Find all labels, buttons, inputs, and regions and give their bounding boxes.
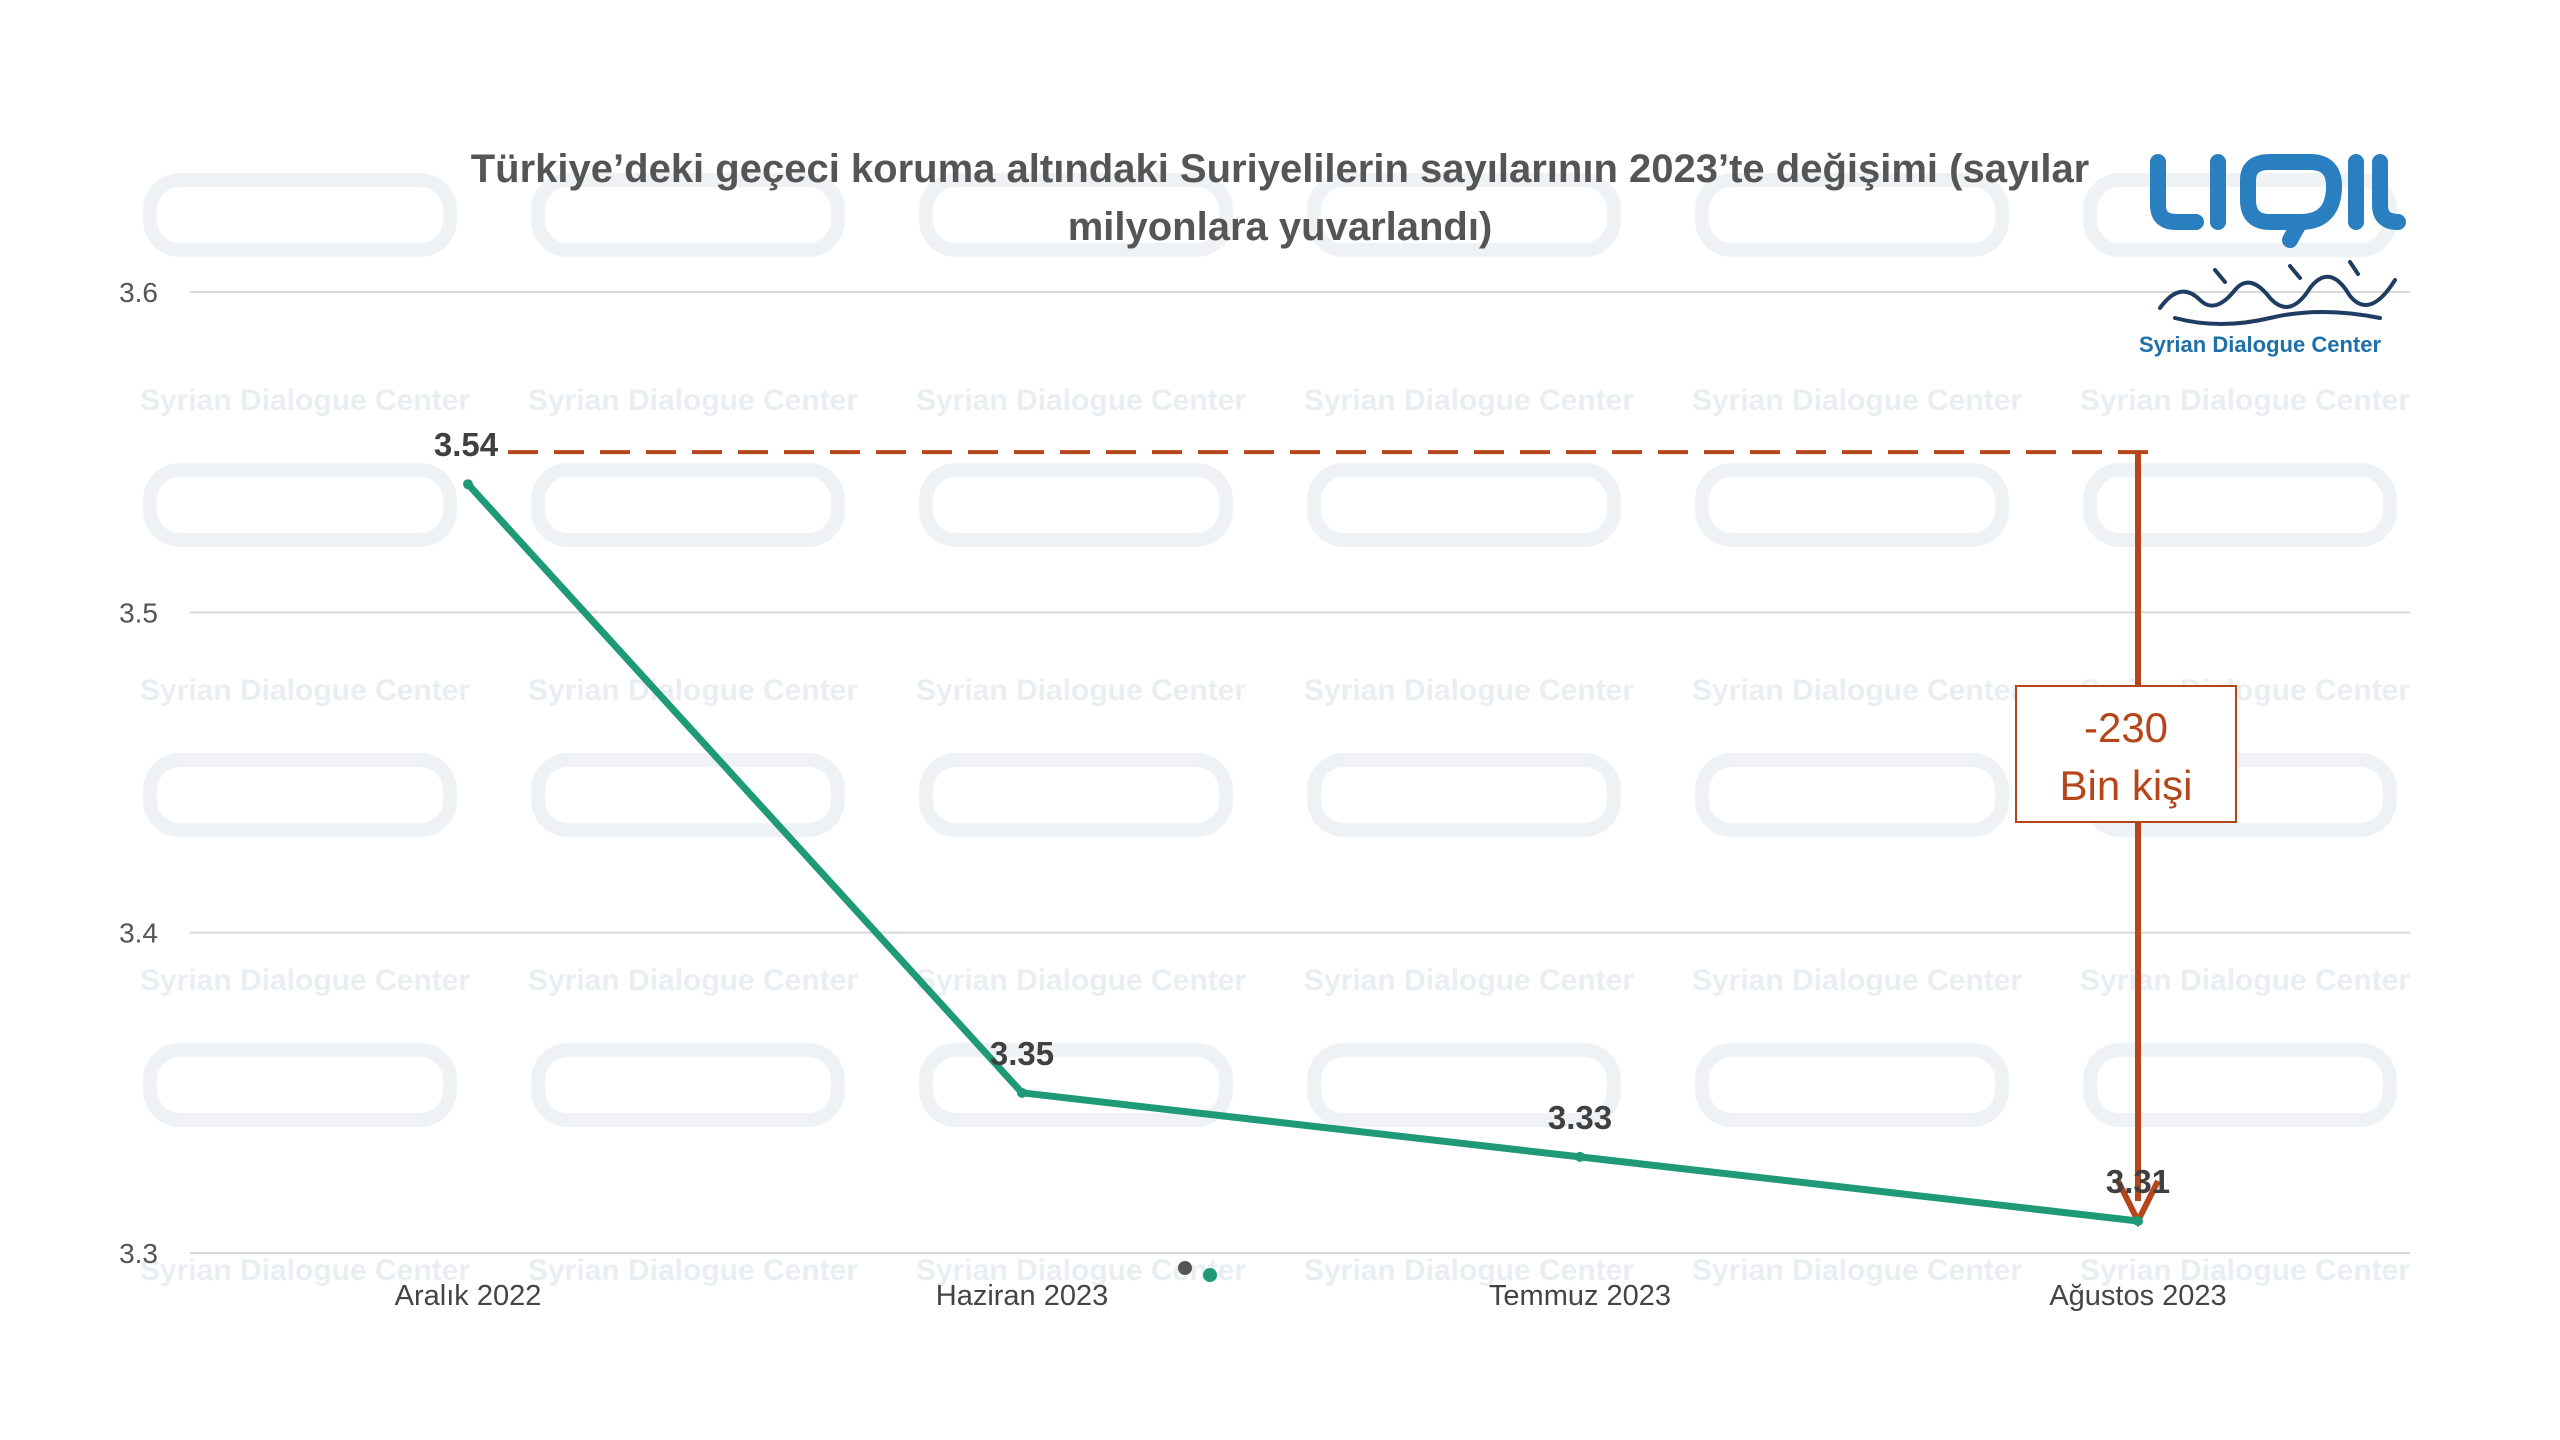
watermark-text: Syrian Dialogue Center bbox=[140, 384, 470, 417]
watermark-mark bbox=[2083, 463, 2397, 547]
watermark-text: Syrian Dialogue Center bbox=[1692, 674, 2022, 707]
watermark-mark bbox=[919, 753, 1233, 837]
watermark-text: Syrian Dialogue Center bbox=[1692, 384, 2022, 417]
watermark: Syrian Dialogue Center Syrian Dialogue Ce… bbox=[140, 173, 2410, 1287]
annotation-unit: Bin kişi bbox=[2059, 762, 2192, 809]
x-category-label: Temmuz 2023 bbox=[1489, 1280, 1671, 1312]
data-point bbox=[1017, 1087, 1027, 1098]
watermark-text: Syrian Dialogue Center bbox=[1304, 1254, 1634, 1287]
decorative-dot bbox=[1203, 1268, 1217, 1282]
series-line-path bbox=[464, 480, 2142, 1225]
logo-arabic-calligraphy-icon bbox=[2158, 260, 2397, 326]
watermark-mark bbox=[143, 1043, 457, 1127]
watermark-text: Syrian Dialogue Center bbox=[1692, 1254, 2022, 1287]
watermark-mark bbox=[919, 1043, 1233, 1127]
watermark-mark bbox=[1307, 753, 1621, 837]
gridlines bbox=[190, 291, 2410, 1254]
y-tick-label: 3.4 bbox=[119, 918, 158, 949]
watermark-mark bbox=[2083, 1043, 2397, 1127]
watermark-mark bbox=[1695, 173, 2009, 257]
data-label: 3.33 bbox=[1548, 1099, 1612, 1136]
watermark-text: Syrian Dialogue Center bbox=[528, 384, 858, 417]
watermark-text: Syrian Dialogue Center bbox=[1304, 384, 1634, 417]
watermark-text: Syrian Dialogue Center bbox=[528, 674, 858, 707]
watermark-mark bbox=[531, 463, 845, 547]
y-tick-label: 3.6 bbox=[119, 277, 158, 308]
watermark-text: Syrian Dialogue Center bbox=[140, 674, 470, 707]
x-axis-categories: Aralık 2022 Haziran 2023 Temmuz 2023 Ağusto… bbox=[395, 1280, 2227, 1312]
watermark-text: Syrian Dialogue Center bbox=[1304, 964, 1634, 997]
watermark-mark bbox=[531, 1043, 845, 1127]
y-axis-ticks: 3.3 3.4 3.5 3.6 bbox=[119, 277, 158, 1269]
watermark-mark bbox=[143, 463, 457, 547]
y-tick-label: 3.5 bbox=[119, 597, 158, 628]
watermark-text: Syrian Dialogue Center bbox=[2080, 384, 2410, 417]
watermark-text: Syrian Dialogue Center bbox=[1304, 674, 1634, 707]
data-label: 3.31 bbox=[2106, 1163, 2170, 1200]
watermark-mark bbox=[1695, 463, 2009, 547]
data-point bbox=[2133, 1215, 2143, 1226]
x-category-label: Aralık 2022 bbox=[395, 1280, 542, 1312]
watermark-text: Syrian Dialogue Center bbox=[916, 964, 1246, 997]
watermark-mark bbox=[531, 173, 845, 257]
watermark-text: Syrian Dialogue Center bbox=[140, 964, 470, 997]
logo-mark-icon bbox=[2150, 154, 2406, 248]
syrian-dialogue-center-logo: Syrian Dialogue Center bbox=[2139, 154, 2406, 357]
watermark-mark bbox=[143, 173, 457, 257]
watermark-mark bbox=[1695, 753, 2009, 837]
chart-title-line-1: Türkiye’deki geçeci koruma altındaki Sur… bbox=[471, 147, 2090, 191]
watermark-text: Syrian Dialogue Center bbox=[528, 1254, 858, 1287]
watermark-text: Syrian Dialogue Center bbox=[2080, 1254, 2410, 1287]
watermark-text: Syrian Dialogue Center bbox=[528, 964, 858, 997]
annotation-value: -230 bbox=[2084, 704, 2168, 751]
watermark-mark bbox=[1307, 173, 1621, 257]
watermark-text: Syrian Dialogue Center bbox=[2080, 964, 2410, 997]
decorative-dot bbox=[1178, 1261, 1192, 1275]
x-category-label: Haziran 2023 bbox=[936, 1280, 1109, 1312]
chart-title-line-2: milyonlara yuvarlandı) bbox=[1068, 205, 1493, 249]
annotation-box: -230 Bin kişi bbox=[2015, 685, 2237, 823]
data-label: 3.35 bbox=[990, 1035, 1054, 1072]
watermark-mark bbox=[1307, 463, 1621, 547]
watermark-mark bbox=[1695, 1043, 2009, 1127]
watermark-mark bbox=[919, 173, 1233, 257]
watermark-mark bbox=[531, 753, 845, 837]
watermark-mark bbox=[1307, 1043, 1621, 1127]
logo-text: Syrian Dialogue Center bbox=[2139, 332, 2382, 357]
watermark-text: Syrian Dialogue Center bbox=[916, 384, 1246, 417]
data-point bbox=[463, 479, 473, 490]
y-tick-label: 3.3 bbox=[119, 1238, 158, 1269]
x-category-label: Ağustos 2023 bbox=[2049, 1280, 2226, 1312]
watermark-text: Syrian Dialogue Center bbox=[140, 1254, 470, 1287]
watermark-text: Syrian Dialogue Center bbox=[1692, 964, 2022, 997]
watermark-mark bbox=[919, 463, 1233, 547]
data-labels: 3.54 3.35 3.33 3.31 bbox=[434, 426, 2170, 1200]
series-line bbox=[463, 479, 2143, 1226]
data-point bbox=[1575, 1151, 1585, 1162]
data-label: 3.54 bbox=[434, 426, 499, 463]
watermark-text: Syrian Dialogue Center bbox=[916, 674, 1246, 707]
watermark-mark bbox=[143, 753, 457, 837]
